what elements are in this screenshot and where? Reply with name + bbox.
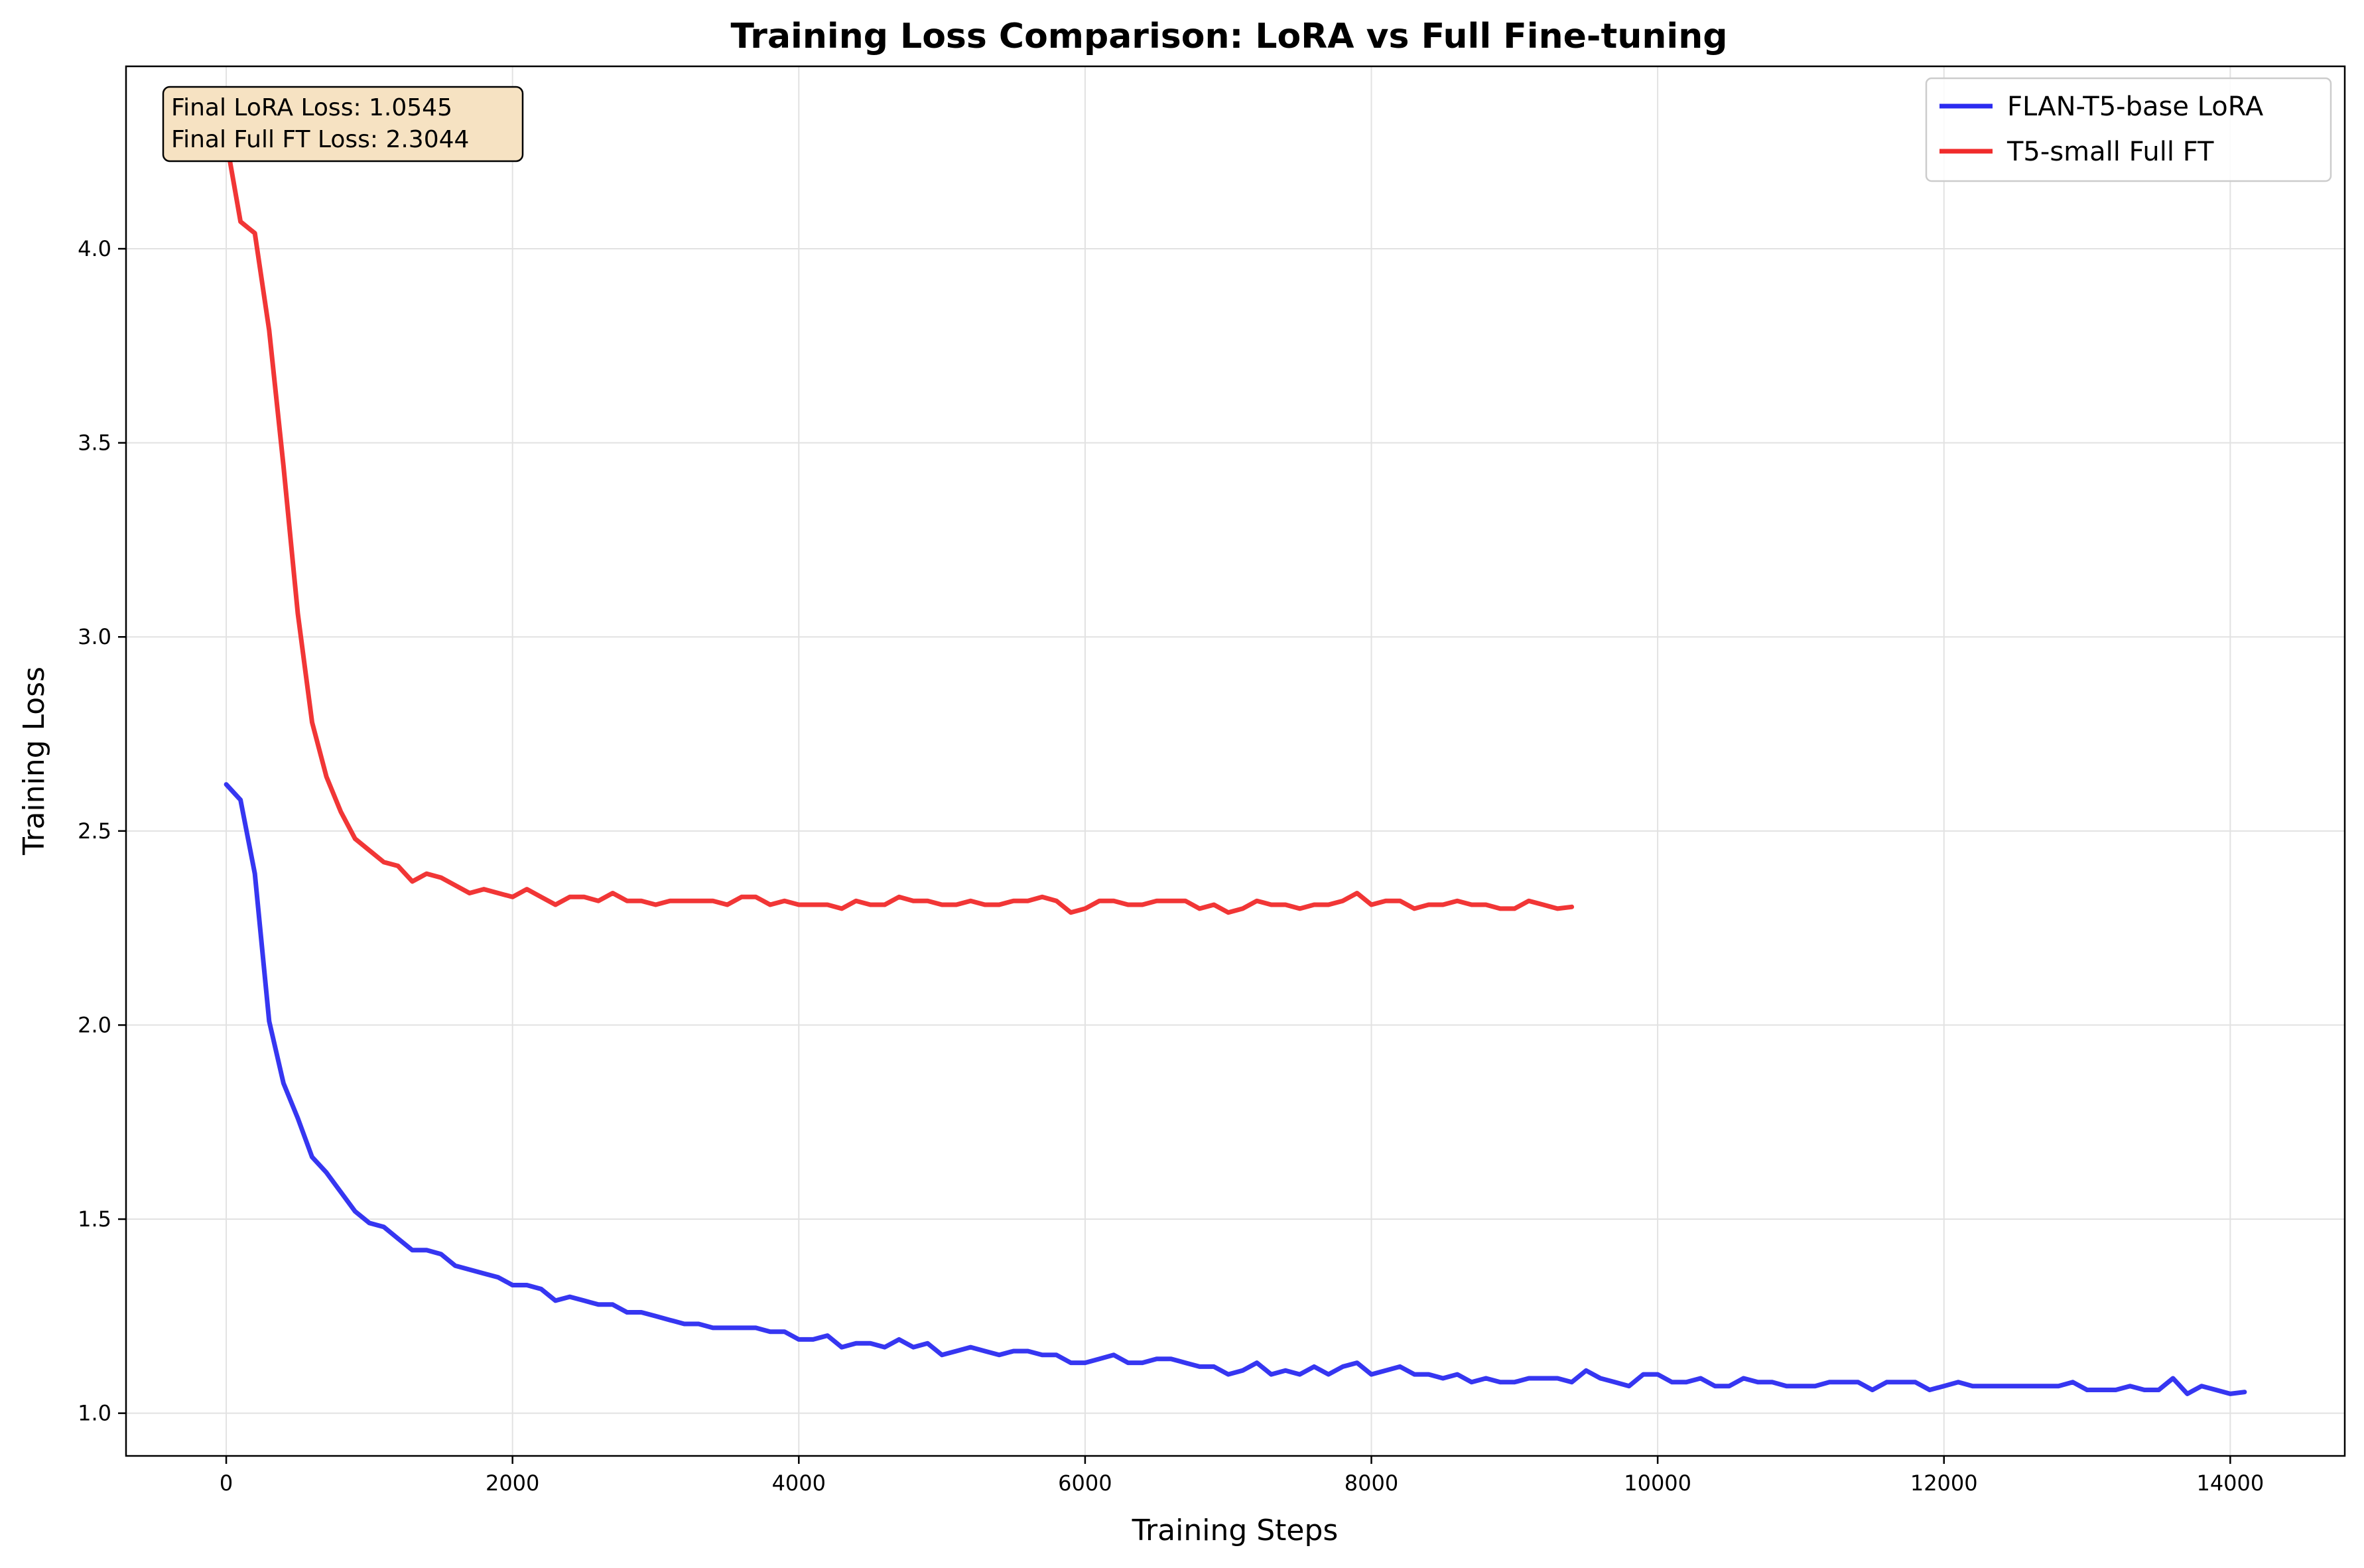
series-lines: [224, 137, 2247, 1396]
x-tick-label: 12000: [1910, 1470, 1978, 1496]
annotation-box: Final LoRA Loss: 1.0545 Final Full FT Lo…: [162, 86, 524, 163]
y-tick-label: 3.5: [78, 430, 111, 456]
annotation-line-fullft: Final Full FT Loss: 2.3044: [171, 126, 469, 153]
x-tick-label: 4000: [772, 1470, 826, 1496]
x-tick-label: 10000: [1624, 1470, 1691, 1496]
y-tick-label: 2.5: [78, 818, 111, 844]
x-tick-label: 2000: [486, 1470, 539, 1496]
series-line-fullft: [224, 137, 1575, 915]
y-tick-label: 4.0: [78, 236, 111, 261]
x-axis-label: Training Steps: [1132, 1514, 1339, 1547]
series-line-lora: [224, 782, 2247, 1396]
x-axis: 0 2000 4000 6000 8000 10000 12000 14000: [220, 1456, 2264, 1496]
legend: FLAN-T5-base LoRA T5-small Full FT: [1925, 77, 2332, 182]
x-tick-label: 0: [220, 1470, 233, 1496]
x-tick-label: 14000: [2196, 1470, 2264, 1496]
annotation-background: [162, 86, 524, 163]
annotation-line-lora: Final LoRA Loss: 1.0545: [171, 94, 452, 121]
y-tick-label: 2.0: [78, 1012, 111, 1037]
x-tick-label: 8000: [1345, 1470, 1398, 1496]
y-axis-label: Training Loss: [17, 667, 51, 856]
y-tick-label: 1.5: [78, 1207, 111, 1232]
legend-frame: [1925, 77, 2332, 182]
chart-title: Training Loss Comparison: LoRA vs Full F…: [731, 17, 1728, 56]
y-tick-label: 1.0: [78, 1401, 111, 1426]
grid: [126, 66, 2345, 1456]
x-tick-label: 6000: [1058, 1470, 1112, 1496]
y-tick-label: 3.0: [78, 624, 111, 649]
legend-label-lora: FLAN-T5-base LoRA: [2007, 92, 2264, 122]
legend-label-fullft: T5-small Full FT: [2006, 137, 2214, 167]
plot-area-frame: [125, 65, 2346, 1457]
y-axis: 1.0 1.5 2.0 2.5 3.0 3.5 4.0: [78, 236, 126, 1426]
